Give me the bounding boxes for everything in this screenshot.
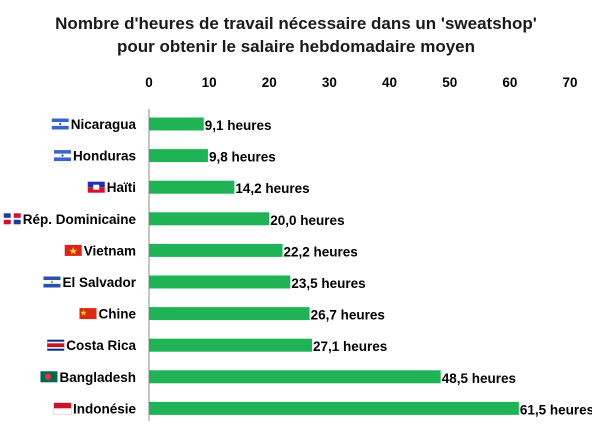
category-label: Vietnam [84,243,136,258]
category-label: Costa Rica [66,338,136,353]
category-label: Indonésie [73,401,137,416]
x-tick-label: 30 [322,75,337,90]
haiti-flag [87,181,105,193]
category-label: Haïti [107,180,136,195]
data-label: 48,5 heures [442,371,516,386]
dominican-republic-flag [3,213,21,225]
bar-row: Nicaragua 9,1 heures [51,117,272,133]
bar-row: Costa Rica 27,1 heures [47,338,387,354]
x-tick-label: 50 [442,75,457,90]
bangladesh-flag [40,371,58,383]
bar [149,275,291,289]
category-label: Honduras [73,149,136,164]
data-label: 9,8 heures [209,150,276,165]
honduras-flag [53,150,71,162]
bar [149,212,270,226]
bar [149,338,312,352]
x-tick-label: 70 [562,75,577,90]
bar [149,401,519,415]
data-label: 14,2 heures [235,181,309,196]
china-flag [79,308,97,320]
data-label: 23,5 heures [291,276,365,291]
data-label: 61,5 heures [520,402,592,417]
chart-title: Nombre d'heures de travail nécessaire da… [55,14,537,33]
bar-row: El Salvador 23,5 heures [43,275,366,291]
indonesia-flag [53,402,72,415]
chart-subtitle: pour obtenir le salaire hebdomadaire moy… [117,37,475,56]
x-tick-label: 10 [202,75,217,90]
x-tick-label: 60 [502,75,517,90]
bar-row: Honduras 9,8 heures [53,149,276,165]
x-axis-ticks: 0 10 20 30 40 50 60 70 [145,75,577,90]
bar [149,117,204,131]
data-label: 9,1 heures [205,118,272,133]
bar-row: Haïti 14,2 heures [87,180,310,196]
x-tick-label: 40 [382,75,397,90]
costa-rica-flag [47,339,65,351]
bar-row: Bangladesh 48,5 heures [40,370,516,386]
category-label: El Salvador [62,275,136,290]
vietnam-flag [64,244,82,256]
bar-row: Chine 26,7 heures [79,307,385,323]
bar [149,243,283,257]
data-label: 22,2 heures [284,244,358,259]
bar [149,180,235,194]
bar-rows: Nicaragua 9,1 heures Honduras 9,8 heures Haï… [3,117,592,417]
category-label: Chine [98,307,136,322]
x-tick-label: 0 [145,75,153,90]
bar [149,370,441,384]
el-salvador-flag [43,276,61,288]
category-label: Bangladesh [59,370,136,385]
bar [149,307,310,321]
bar-row: Vietnam 22,2 heures [64,243,358,259]
category-label: Nicaragua [71,117,137,132]
data-label: 20,0 heures [270,213,344,228]
x-tick-label: 20 [262,75,277,90]
data-label: 26,7 heures [311,308,385,323]
data-label: 27,1 heures [313,339,387,354]
bar-row: Indonésie 61,5 heures [53,401,592,417]
bar [149,149,208,163]
category-label: Rép. Dominicaine [23,212,137,227]
bar-row: Rép. Dominicaine 20,0 heures [3,212,345,228]
nicaragua-flag [51,118,69,130]
